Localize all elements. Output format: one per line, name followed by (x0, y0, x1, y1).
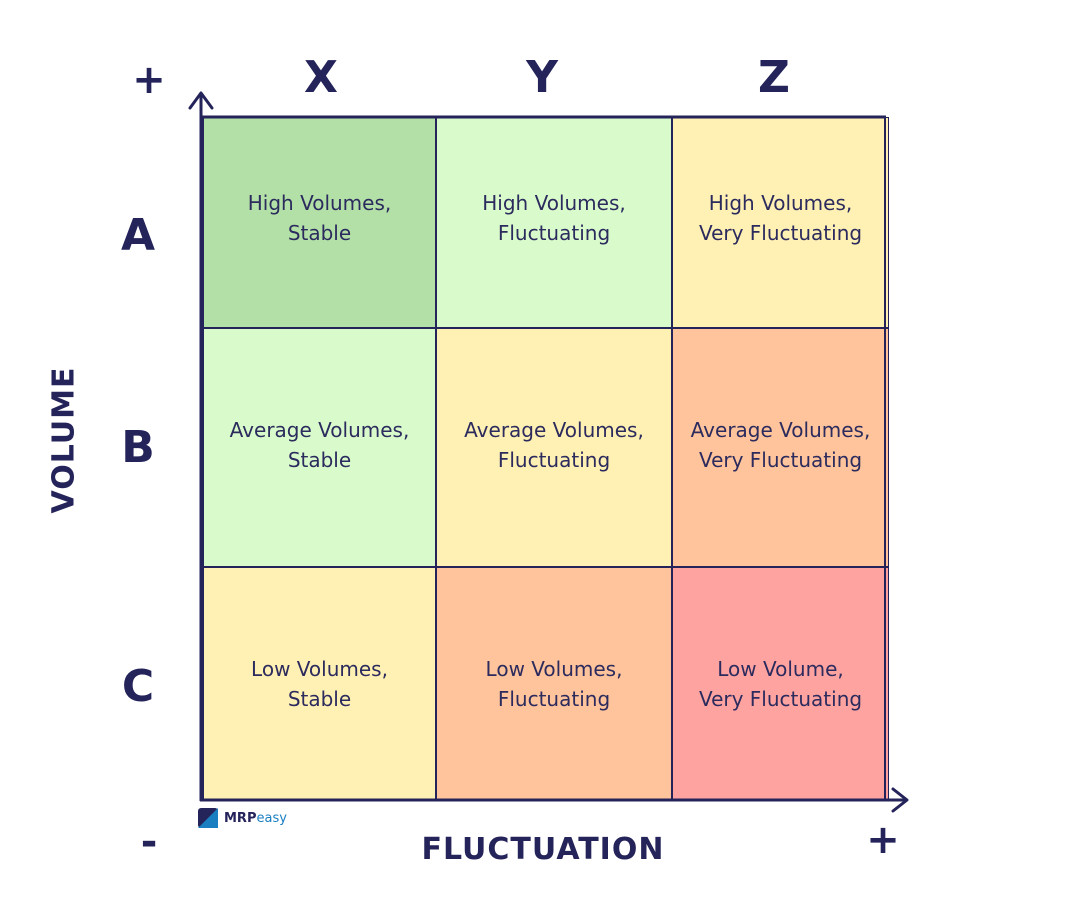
cell-bx: Average Volumes, Stable (203, 328, 436, 567)
row-header-b: B (121, 422, 155, 473)
cell-label: Low Volumes, Stable (251, 657, 388, 711)
cell-ax: High Volumes, Stable (203, 117, 436, 328)
cell-label: Low Volumes, Fluctuating (485, 657, 623, 711)
y-axis-minus-sign: - (140, 819, 158, 865)
cell-label: Low Volume, Very Fluctuating (698, 657, 863, 711)
cell-cz: Low Volume, Very Fluctuating (672, 567, 889, 801)
column-header-x: X (304, 52, 338, 103)
cell-label: High Volumes, Fluctuating (482, 191, 626, 245)
cell-label: Average Volumes, Stable (229, 418, 410, 472)
brand-logo: MRPeasy (198, 808, 287, 828)
cell-label: High Volumes, Very Fluctuating (698, 191, 863, 245)
cell-bz: Average Volumes, Very Fluctuating (672, 328, 889, 567)
row-header-a: A (120, 210, 156, 261)
brand-name-light: easy (256, 810, 287, 826)
brand-logo-mark-icon (198, 808, 218, 828)
cell-ay: High Volumes, Fluctuating (436, 117, 672, 328)
x-axis-title: FLUCTUATION (421, 832, 665, 867)
cell-label: Average Volumes, Fluctuating (464, 418, 644, 472)
y-axis-plus-sign: + (132, 57, 166, 103)
cell-az: High Volumes, Very Fluctuating (672, 117, 889, 328)
x-axis-arrow (199, 787, 909, 813)
brand-name-bold: MRP (224, 810, 257, 826)
column-header-y: Y (526, 52, 558, 103)
x-axis-plus-sign: + (866, 817, 900, 863)
brand-logo-text: MRPeasy (224, 811, 287, 826)
cell-by: Average Volumes, Fluctuating (436, 328, 672, 567)
cell-label: Average Volumes, Very Fluctuating (690, 418, 871, 472)
column-header-z: Z (758, 52, 790, 103)
y-axis-arrow (188, 91, 214, 802)
cell-label: High Volumes, Stable (247, 191, 392, 245)
row-header-c: C (121, 661, 155, 712)
abc-xyz-matrix: High Volumes, Stable High Volumes, Fluctu… (200, 117, 889, 801)
